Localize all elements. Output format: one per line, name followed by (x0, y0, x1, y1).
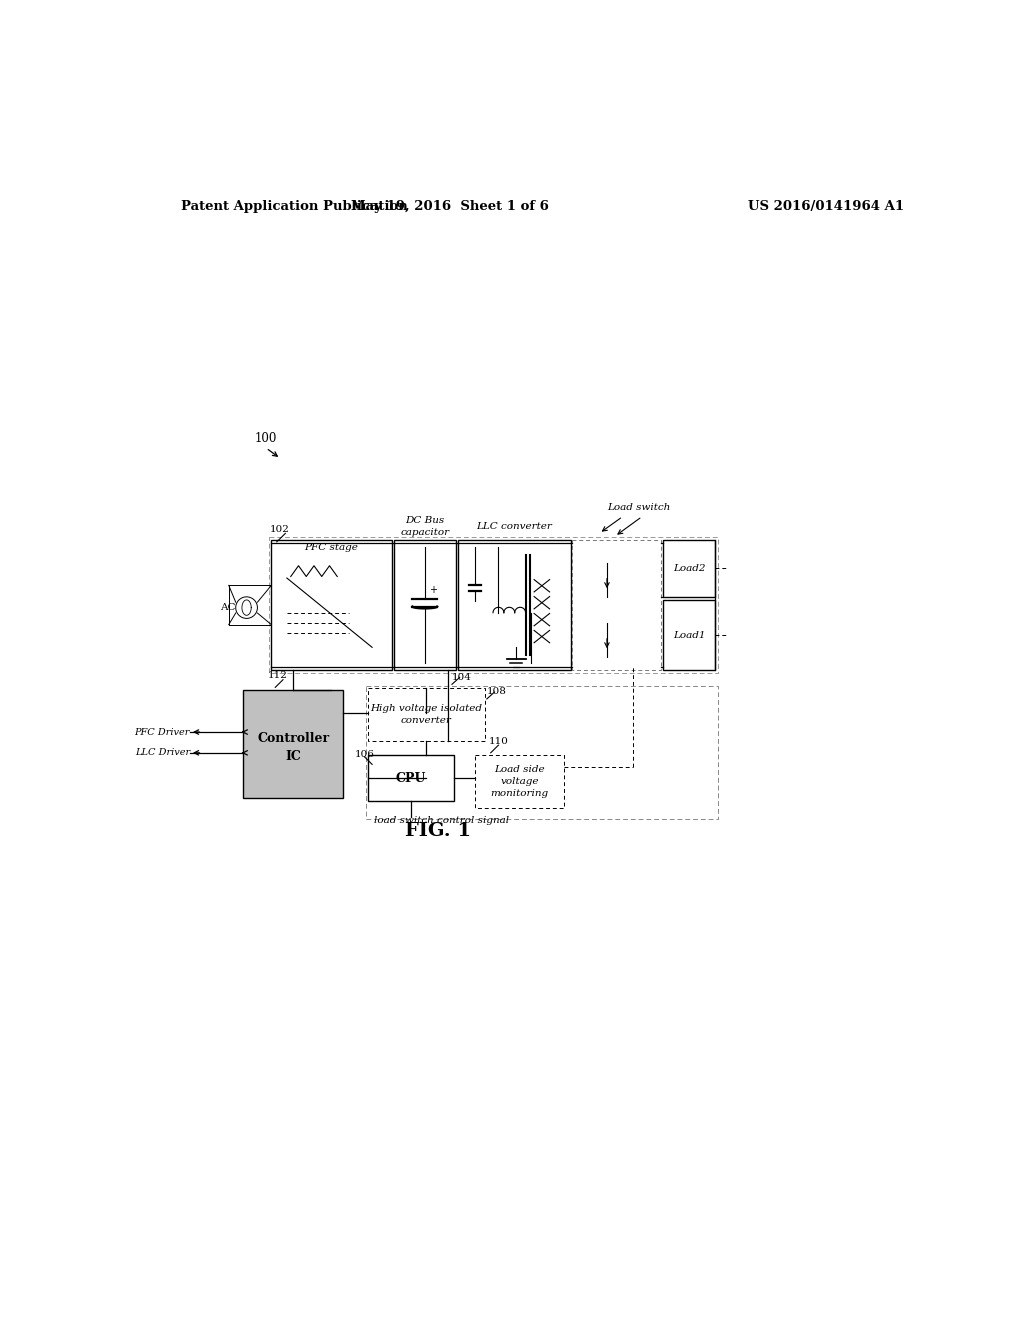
Text: +: + (429, 585, 436, 594)
Text: CPU: CPU (395, 772, 426, 785)
Text: 104: 104 (452, 673, 472, 681)
Bar (663, 540, 716, 597)
Text: May 19, 2016  Sheet 1 of 6: May 19, 2016 Sheet 1 of 6 (350, 199, 549, 213)
Text: 108: 108 (486, 688, 507, 697)
Text: load switch control signal: load switch control signal (375, 816, 509, 825)
Bar (394, 540, 456, 671)
Text: High voltage isolated
converter: High voltage isolated converter (371, 704, 482, 725)
Text: Load side
voltage
monitoring: Load side voltage monitoring (490, 766, 549, 797)
Text: US 2016/0141964 A1: US 2016/0141964 A1 (748, 199, 904, 213)
Text: 100: 100 (254, 432, 276, 445)
Bar (269, 537, 718, 673)
Text: FIG. 1: FIG. 1 (404, 822, 471, 840)
Bar (243, 689, 343, 797)
Bar (366, 686, 718, 818)
Text: LLC Driver: LLC Driver (135, 748, 190, 758)
Bar (271, 540, 391, 671)
Text: AC: AC (220, 603, 236, 612)
Text: 102: 102 (270, 525, 290, 533)
Text: 110: 110 (489, 737, 509, 746)
Text: Load switch: Load switch (606, 503, 670, 512)
Text: 106: 106 (354, 750, 374, 759)
Bar (475, 755, 564, 808)
Bar (663, 599, 716, 671)
Text: Load1: Load1 (673, 631, 706, 639)
Bar (369, 688, 484, 741)
Bar (458, 540, 570, 671)
Bar (572, 540, 662, 671)
Text: 112: 112 (267, 671, 288, 680)
Text: Load2: Load2 (673, 564, 706, 573)
Bar (369, 755, 454, 801)
Text: PFC Driver: PFC Driver (134, 727, 190, 737)
Text: LLC converter: LLC converter (476, 521, 552, 531)
Text: PFC stage: PFC stage (304, 543, 358, 552)
Text: DC Bus
capacitor: DC Bus capacitor (400, 516, 450, 536)
Text: Patent Application Publication: Patent Application Publication (180, 199, 408, 213)
Text: Controller
IC: Controller IC (257, 733, 329, 763)
